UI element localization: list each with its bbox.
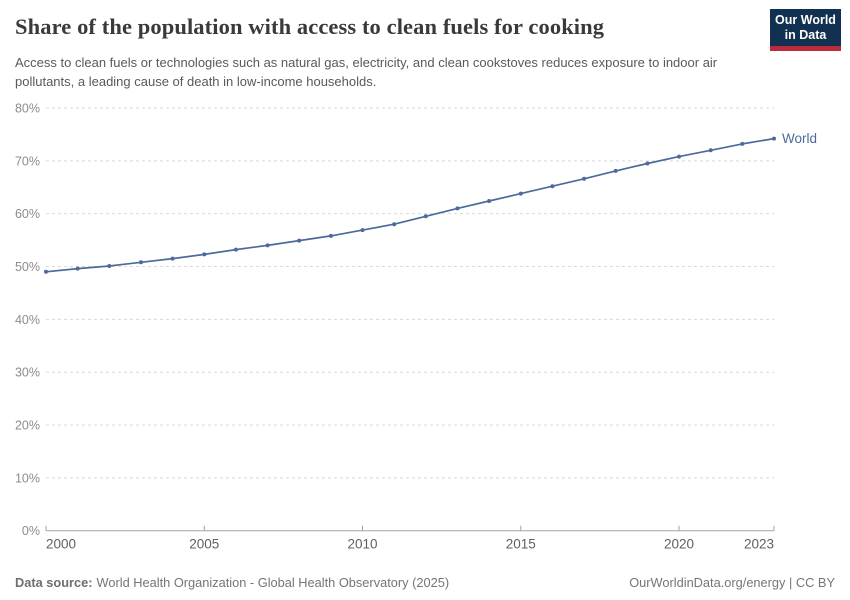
data-point-world-2013[interactable] (455, 206, 460, 211)
page-title: Share of the population with access to c… (15, 14, 605, 39)
data-point-world-2003[interactable] (139, 260, 143, 265)
data-point-world-2008[interactable] (297, 238, 302, 243)
data-point-world-2000[interactable] (44, 269, 48, 274)
footer-citation-link[interactable]: OurWorldinData.org/energy | CC BY (629, 575, 835, 590)
data-point-world-2007[interactable] (265, 243, 270, 248)
data-point-world-2018[interactable] (613, 168, 618, 173)
y-tick-label-30: 30% (15, 366, 40, 380)
x-tick-label-2005: 2005 (189, 537, 219, 552)
x-tick-label-2020: 2020 (664, 537, 694, 552)
y-tick-label-70: 70% (15, 154, 40, 168)
y-tick-label-0: 0% (22, 524, 40, 538)
data-point-world-2020[interactable] (677, 154, 681, 159)
x-tick-label-2015: 2015 (506, 537, 536, 552)
chart-footer: Data source: World Health Organization - … (15, 575, 835, 590)
data-point-world-2017[interactable] (582, 176, 587, 181)
owid-logo-line2: in Data (784, 27, 827, 42)
data-point-world-2023[interactable] (772, 136, 776, 141)
data-point-world-2011[interactable] (392, 222, 397, 227)
data-point-world-2022[interactable] (740, 141, 745, 146)
y-tick-label-80: 80% (15, 102, 40, 116)
y-tick-label-20: 20% (15, 419, 40, 433)
y-tick-label-50: 50% (15, 260, 40, 274)
x-tick-label-2023: 2023 (744, 537, 774, 552)
x-tick-label-2000: 2000 (46, 537, 76, 552)
owid-logo[interactable]: Our World in Data (770, 9, 841, 51)
data-point-world-2005[interactable] (202, 252, 207, 257)
data-source-label: Data source: (15, 575, 93, 590)
data-point-world-2004[interactable] (170, 256, 175, 261)
y-tick-label-60: 60% (15, 207, 40, 221)
x-tick-label-2010: 2010 (347, 537, 377, 552)
data-point-world-2002[interactable] (107, 264, 112, 268)
data-point-world-2015[interactable] (518, 191, 523, 196)
data-point-world-2021[interactable] (708, 148, 713, 153)
data-point-world-2012[interactable] (423, 214, 428, 219)
series-line-world[interactable] (45, 137, 775, 273)
data-point-world-2014[interactable] (487, 199, 492, 203)
owid-logo-line1: Our World (775, 13, 836, 28)
data-point-world-2009[interactable] (328, 233, 333, 238)
y-tick-label-40: 40% (15, 313, 40, 327)
data-source: Data source: World Health Organization - … (15, 575, 449, 590)
data-point-world-2006[interactable] (233, 247, 238, 252)
y-tick-label-10: 10% (15, 471, 40, 485)
data-point-world-2001[interactable] (75, 266, 80, 271)
chart-subtitle: Access to clean fuels or technologies su… (15, 55, 718, 90)
data-source-value: World Health Organization - Global Healt… (96, 575, 450, 590)
series-end-label-world[interactable]: World (782, 131, 817, 146)
data-point-world-2010[interactable] (360, 228, 365, 233)
data-point-world-2019[interactable] (645, 161, 650, 166)
data-point-world-2016[interactable] (550, 184, 555, 189)
